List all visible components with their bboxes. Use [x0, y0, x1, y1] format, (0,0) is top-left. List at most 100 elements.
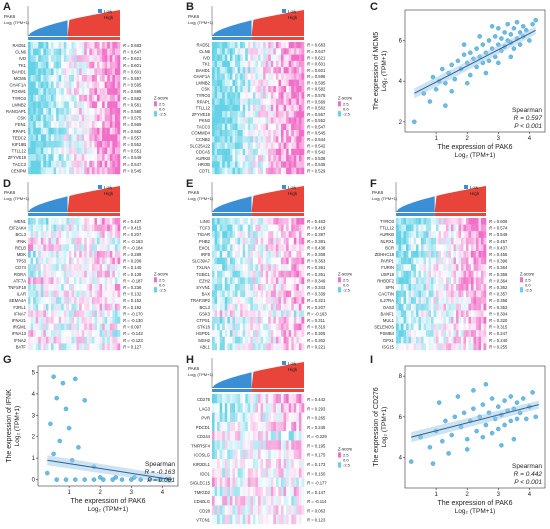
heatmap-cell — [426, 264, 429, 271]
heatmap-cell — [268, 73, 272, 80]
heatmap-cell — [433, 297, 437, 304]
heatmap-cell — [418, 257, 422, 265]
heatmap-cell — [38, 277, 42, 285]
heatmap-cell — [68, 336, 72, 344]
gene-label: PARP1 — [381, 259, 395, 264]
heatmap-cell — [66, 323, 70, 331]
heatmap-cell — [270, 514, 274, 525]
correlation-value: R = 0.356 — [489, 298, 508, 303]
heatmap-cell — [401, 317, 404, 324]
heatmap-row — [212, 412, 305, 423]
heatmap-cell — [74, 88, 77, 95]
heatmap-cell — [86, 42, 90, 49]
correlation-value: R = 0.549 — [123, 155, 142, 160]
heatmap-cell — [219, 117, 223, 124]
heatmap-cell — [56, 94, 59, 102]
heatmap-cell — [242, 449, 246, 460]
heatmap-cell — [426, 297, 429, 304]
heatmap-cell — [458, 264, 462, 271]
heatmap-cell — [451, 343, 454, 351]
heatmap-cell — [247, 431, 251, 441]
zscore-tick-label: 2.5 — [159, 101, 165, 106]
heatmap-cell — [478, 218, 482, 225]
heatmap-cell — [423, 257, 427, 265]
heatmap-cell — [104, 55, 108, 62]
heatmap-cell — [298, 297, 302, 304]
heatmap-row — [28, 257, 121, 265]
heatmap-cell — [293, 167, 297, 175]
heatmap-cell — [250, 86, 254, 93]
heatmap-cell — [293, 270, 297, 278]
heatmap-cell — [270, 48, 274, 55]
heatmap-cell — [104, 88, 108, 95]
heatmap-cell — [293, 142, 297, 150]
heatmap-cell — [416, 224, 419, 232]
heatmap-cell — [288, 167, 292, 175]
heatmap-cell — [232, 323, 236, 331]
heatmap-cell — [232, 48, 236, 55]
gene-label: TTLL12 — [12, 149, 27, 154]
heatmap-cell — [217, 303, 220, 311]
scatter-point — [527, 38, 532, 43]
heatmap-cell — [273, 284, 277, 291]
correlation-value: R = 0.551 — [123, 149, 142, 154]
heatmap-cell — [56, 42, 59, 49]
pak6-expression-curve — [395, 182, 486, 212]
heatmap-cell — [107, 167, 111, 175]
zscore-swatch — [337, 282, 342, 288]
heatmap-cell — [286, 155, 289, 162]
heatmap-cell — [240, 244, 243, 252]
heatmap-cell — [242, 167, 246, 175]
heatmap-cell — [265, 403, 269, 413]
heatmap-cell — [227, 79, 231, 87]
heatmap-cell — [296, 237, 300, 245]
heatmap-cell — [214, 505, 218, 515]
heatmap-row — [212, 449, 305, 460]
heatmap-cell — [212, 244, 215, 252]
heatmap-cell — [235, 323, 238, 331]
heatmap-cell — [76, 61, 80, 69]
heatmap-row — [396, 317, 487, 324]
heatmap-cell — [441, 303, 444, 311]
gene-label: CDT1 — [199, 168, 211, 173]
heatmap-cell — [68, 330, 72, 337]
heatmap-cell — [28, 94, 31, 102]
heatmap-cell — [293, 224, 297, 232]
heatmap-cell — [265, 412, 269, 423]
heatmap-cell — [471, 297, 474, 304]
x-axis-label: The expression of PAK6 — [438, 144, 513, 151]
heatmap-cell — [296, 290, 300, 298]
heatmap-cell — [446, 277, 449, 285]
heatmap-cell — [112, 264, 116, 271]
heatmap-cell — [212, 459, 215, 469]
zscore-tick-label: -2.5 — [159, 111, 167, 116]
heatmap-cell — [217, 237, 220, 245]
heatmap-cell — [245, 237, 249, 245]
heatmap-cell — [237, 257, 241, 265]
heatmap-cell — [301, 224, 305, 232]
heatmap-cell — [252, 431, 256, 441]
heatmap-cell — [298, 421, 302, 432]
heatmap-cell — [428, 218, 432, 225]
heatmap-cell — [428, 244, 432, 252]
heatmap-cell — [268, 161, 272, 168]
heatmap-cell — [66, 237, 70, 245]
heatmap-cell — [71, 317, 75, 324]
heatmap-row — [28, 147, 121, 155]
heatmap-cell — [438, 264, 442, 271]
heatmap-cell — [79, 270, 82, 278]
heatmap-cell — [398, 264, 402, 271]
heatmap-cell — [91, 231, 95, 238]
heatmap-cell — [61, 317, 65, 324]
heatmap-cell — [396, 224, 399, 232]
heatmap-cell — [53, 290, 57, 298]
heatmap-cell — [94, 68, 98, 76]
heatmap-cell — [97, 336, 100, 344]
heatmap-cell — [237, 468, 241, 478]
heatmap-cell — [483, 343, 487, 351]
heatmap-cell — [298, 505, 302, 515]
heatmap-cell — [227, 477, 231, 488]
heatmap-cell — [260, 92, 264, 99]
heatmap-cell — [476, 218, 479, 225]
